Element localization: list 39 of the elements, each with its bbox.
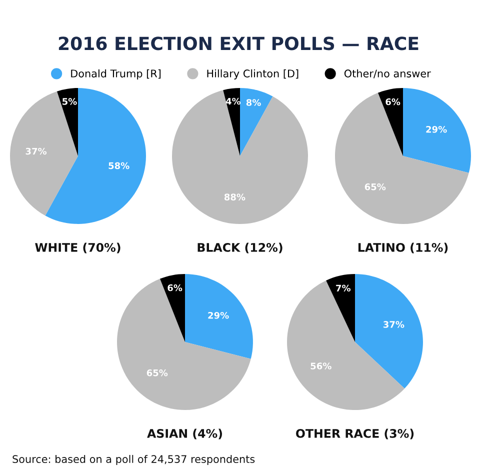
- pie-slice: [240, 88, 273, 156]
- data-label: 88%: [224, 194, 246, 200]
- data-label: 58%: [108, 162, 130, 170]
- pie-slice: [223, 88, 240, 156]
- legend-label: Donald Trump [R]: [71, 69, 161, 80]
- data-label: 7%: [336, 284, 351, 292]
- data-label: 6%: [168, 284, 182, 292]
- text: BLACK (12%): [198, 242, 282, 254]
- data-label: 56%: [310, 362, 332, 370]
- source-note: Source: based on a poll of 24,537 respondents: [12, 454, 255, 466]
- pie-slice: [287, 280, 405, 410]
- legend-label: Other/no answer: [344, 69, 431, 78]
- data-label: 29%: [208, 312, 229, 319]
- pie-slice: [335, 92, 469, 224]
- pie-slice: [403, 88, 471, 173]
- text: LATINO (11%): [358, 242, 448, 254]
- chart-title: 2016 ELECTION EXIT POLLS — RACE: [58, 36, 418, 50]
- data-label: 65%: [146, 369, 168, 376]
- pie-slice: [117, 278, 251, 410]
- pie-slice: [378, 88, 403, 156]
- pie-slice: [56, 88, 78, 156]
- data-label: 6%: [386, 98, 400, 106]
- text: ASIAN (4%): [147, 428, 222, 440]
- text: OTHER RACE (3%): [296, 428, 414, 440]
- pie-slice: [172, 90, 308, 224]
- pie-slice: [326, 274, 355, 342]
- data-label: 37%: [383, 321, 404, 328]
- data-label: 8%: [246, 99, 261, 106]
- pie-slice: [45, 88, 146, 224]
- text: WHITE (70%): [35, 242, 120, 254]
- pie-slice: [355, 274, 423, 389]
- pie-slice: [10, 91, 78, 216]
- data-label: 37%: [26, 148, 47, 155]
- data-label: 65%: [364, 183, 386, 190]
- data-label: 29%: [426, 126, 447, 133]
- legend-label: Hillary Clinton [D]: [207, 69, 298, 80]
- pie-slice: [185, 274, 253, 359]
- pie-slice: [160, 274, 185, 342]
- data-label: 5%: [62, 98, 77, 105]
